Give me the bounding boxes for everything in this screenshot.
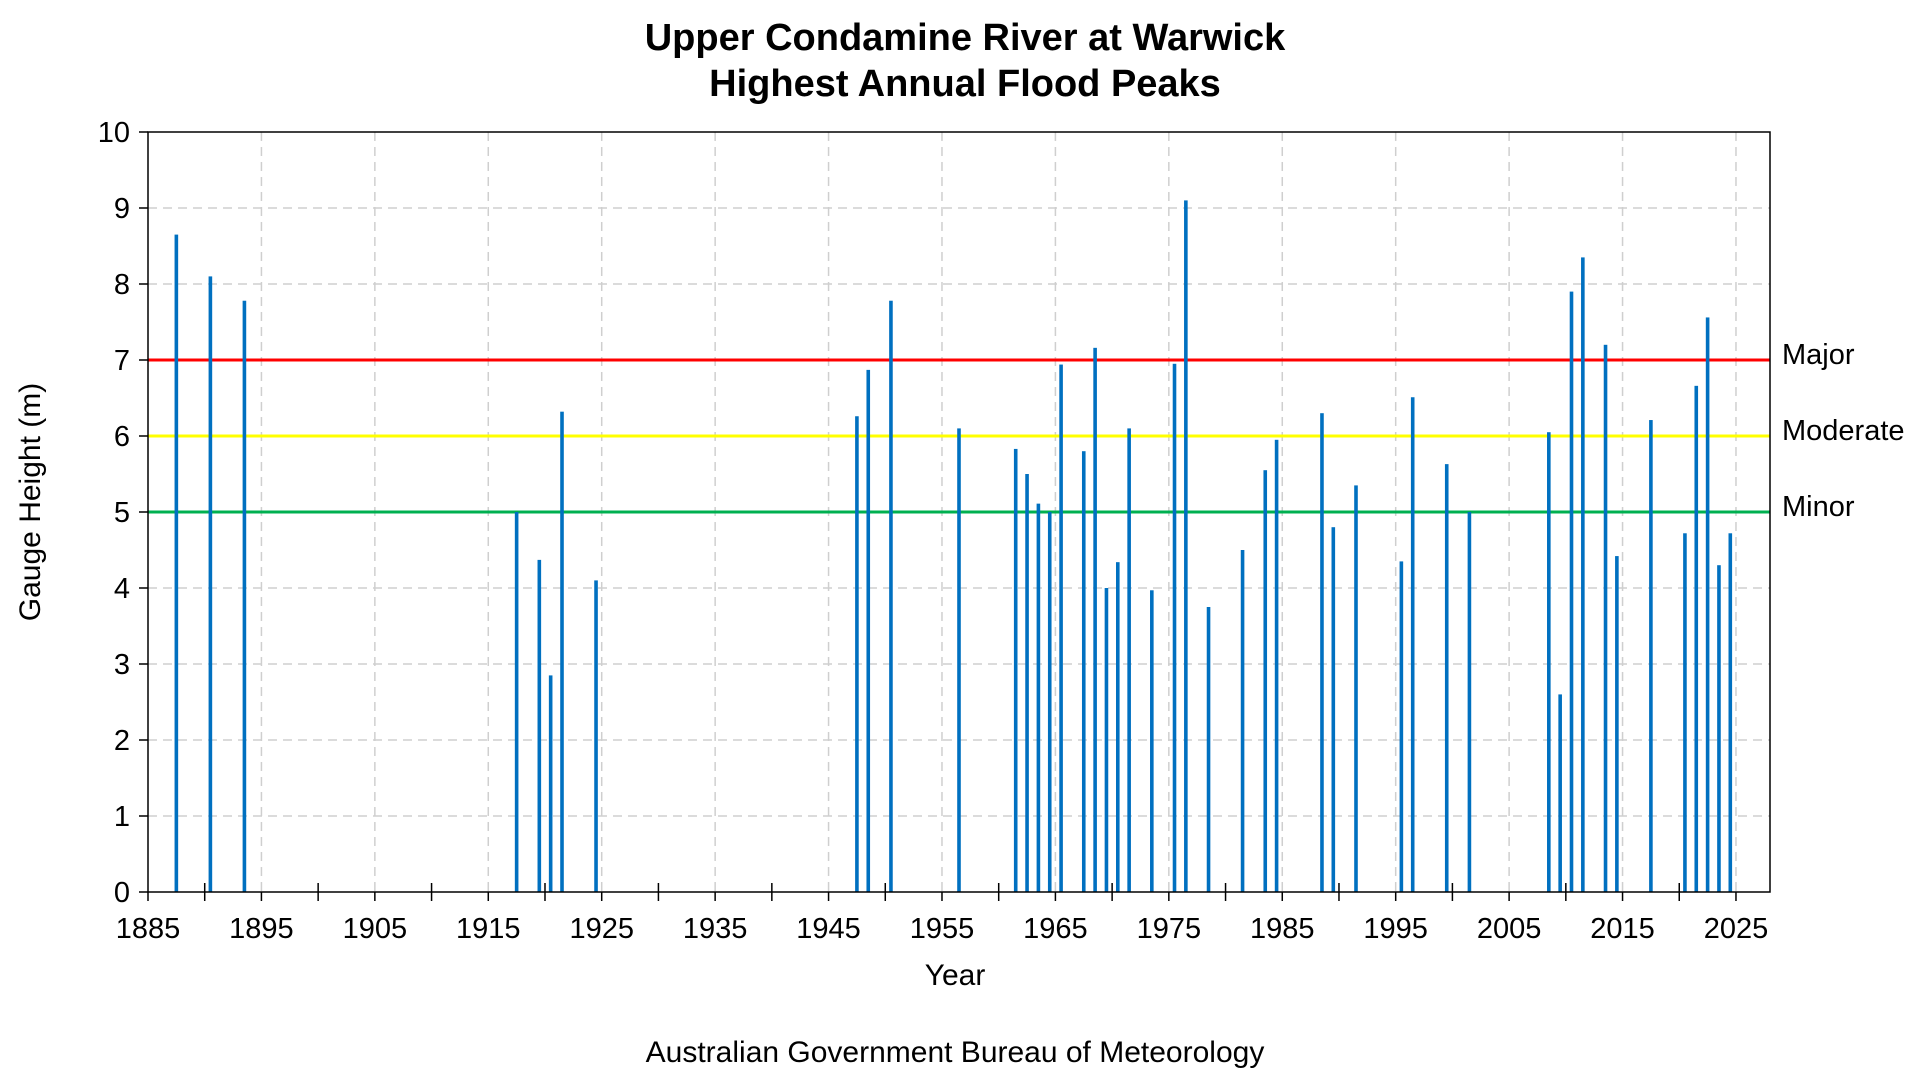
flood-peak-bar xyxy=(1104,588,1109,892)
bars xyxy=(174,200,1733,893)
flood-peak-bar xyxy=(1728,533,1733,892)
y-tick-label: 8 xyxy=(114,269,130,301)
flood-peak-bar xyxy=(1047,512,1052,892)
flood-peak-bar xyxy=(1331,527,1336,892)
flood-peak-bar xyxy=(1059,364,1063,892)
y-tick-label: 3 xyxy=(114,649,130,681)
flood-peak-bar xyxy=(1649,420,1653,892)
x-tick-label: 1995 xyxy=(1363,913,1428,945)
x-tick-label: 1945 xyxy=(796,913,861,945)
flood-peak-bar xyxy=(1569,291,1574,893)
threshold-label-minor: Minor xyxy=(1782,491,1855,523)
flood-peak-bar xyxy=(1150,590,1154,892)
flood-peak-bar xyxy=(242,300,247,893)
flood-peak-bar xyxy=(1581,257,1585,892)
x-tick-label: 1955 xyxy=(910,913,975,945)
flood-peak-bar xyxy=(1036,503,1041,892)
flood-peak-bar xyxy=(866,369,871,892)
y-tick-label: 5 xyxy=(114,497,130,529)
flood-peak-bar xyxy=(174,234,179,893)
flood-peak-bar xyxy=(1320,413,1324,892)
x-tick-label: 1885 xyxy=(116,913,181,945)
flood-peak-bar xyxy=(1354,485,1358,892)
flood-peak-bar xyxy=(1603,344,1608,892)
flood-peak-bar xyxy=(1444,464,1449,892)
flood-peak-bar xyxy=(1558,694,1562,892)
flood-peak-bar xyxy=(1025,474,1029,892)
y-axis-label: Gauge Height (m) xyxy=(14,383,47,621)
credit-text: Australian Government Bureau of Meteorol… xyxy=(646,1036,1265,1069)
x-tick-label: 2025 xyxy=(1704,913,1769,945)
flood-peak-bar xyxy=(957,428,961,892)
flood-peak-bar xyxy=(1694,385,1699,892)
flood-peak-bar xyxy=(1410,397,1415,892)
flood-peak-bar xyxy=(1274,439,1279,892)
flood-peak-bar xyxy=(1705,317,1710,892)
flood-peak-bar xyxy=(1547,432,1551,892)
x-tick-label: 1965 xyxy=(1023,913,1088,945)
x-tick-label: 1925 xyxy=(569,913,634,945)
x-tick-label: 2015 xyxy=(1590,913,1655,945)
flood-peak-bar xyxy=(855,416,859,892)
flood-peak-bar xyxy=(889,300,893,893)
flood-peak-bar xyxy=(1093,347,1097,893)
x-tick-label: 1915 xyxy=(456,913,521,945)
y-tick-label: 4 xyxy=(114,573,130,605)
flood-peak-bar xyxy=(1399,561,1404,892)
flood-peak-bar xyxy=(1263,470,1268,892)
axis-ticks: 0 1 2 3 4 5 6 7 8 9 10 1885 1895 1905 1915 1925 1935 1945… xyxy=(98,117,1768,945)
threshold-label-major: Major xyxy=(1782,339,1855,371)
x-tick-label: 1975 xyxy=(1137,913,1202,945)
flood-peak-bar xyxy=(514,512,519,892)
flood-peak-bar xyxy=(1013,448,1018,892)
flood-peak-bar xyxy=(1081,451,1086,892)
x-tick-label: 1985 xyxy=(1250,913,1315,945)
x-axis-label: Year xyxy=(925,959,986,992)
flood-peak-bar xyxy=(1172,363,1177,892)
flood-peak-bar xyxy=(594,580,598,892)
flood-peak-bar xyxy=(548,675,553,892)
flood-peak-bar xyxy=(1467,512,1472,892)
x-tick-label: 1935 xyxy=(683,913,748,945)
y-tick-label: 7 xyxy=(114,345,130,377)
y-tick-label: 2 xyxy=(114,725,130,757)
y-tick-label: 9 xyxy=(114,193,130,225)
y-tick-label: 0 xyxy=(114,877,130,909)
y-tick-label: 1 xyxy=(114,801,130,833)
flood-peak-bar xyxy=(1184,200,1188,892)
flood-peak-bar xyxy=(1615,556,1619,892)
flood-peak-bar xyxy=(1240,550,1245,892)
flood-peak-bar xyxy=(1717,565,1721,892)
x-tick-label: 1895 xyxy=(229,913,294,945)
flood-peak-bar xyxy=(560,411,564,892)
flood-peak-bar xyxy=(1127,428,1131,892)
flood-peak-bar xyxy=(1683,533,1687,892)
flood-peak-bar xyxy=(208,276,213,892)
chart-title-line1: Upper Condamine River at Warwick xyxy=(645,17,1286,59)
flood-peak-bar xyxy=(1206,607,1211,892)
threshold-label-moderate: Moderate xyxy=(1782,415,1905,447)
flood-peak-bar xyxy=(1115,562,1120,892)
y-tick-label: 6 xyxy=(114,421,130,453)
x-tick-label: 2005 xyxy=(1477,913,1542,945)
chart-title-line2: Highest Annual Flood Peaks xyxy=(709,63,1221,105)
flood-peak-bar xyxy=(537,559,542,892)
y-tick-label: 10 xyxy=(98,117,130,149)
x-tick-label: 1905 xyxy=(343,913,408,945)
